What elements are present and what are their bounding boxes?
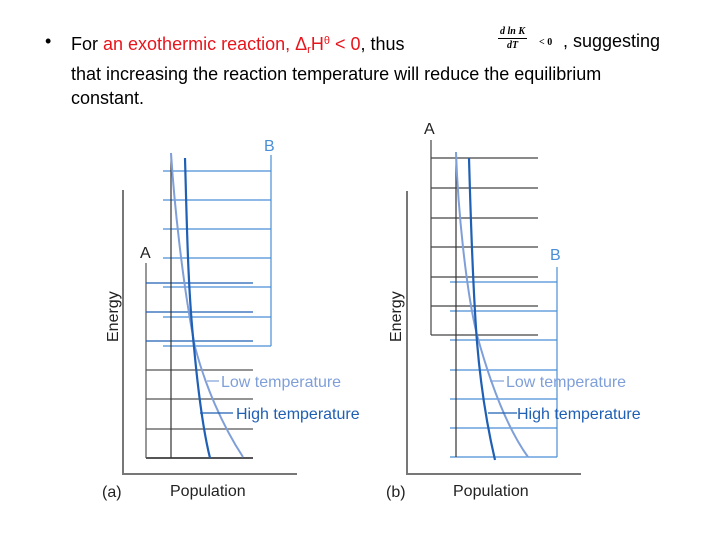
- population-axis-label-a: Population: [170, 483, 246, 500]
- panel-b: Low temperature High temperature A B Ene…: [386, 121, 641, 501]
- low-temp-label-b: Low temperature: [506, 374, 626, 391]
- axes-a: [122, 190, 297, 475]
- high-temp-label-b: High temperature: [517, 406, 641, 423]
- label-b-b: B: [550, 247, 561, 264]
- exothermic-phrase: an exothermic reaction, ΔrHθ < 0: [103, 34, 361, 56]
- ladder-a-b: [430, 140, 538, 336]
- axes-b: [406, 191, 581, 475]
- text-thus: , thus: [360, 34, 405, 54]
- bullet: •: [45, 31, 52, 51]
- low-temp-label-a: Low temperature: [221, 374, 341, 391]
- high-temp-curve-b: [467, 157, 497, 461]
- ladder-b-b: [450, 267, 558, 458]
- text-line3: constant.: [71, 88, 145, 108]
- population-axis-label-b: Population: [453, 483, 529, 500]
- label-a-b: A: [424, 121, 435, 138]
- text-prefix: For: [71, 34, 104, 54]
- low-temp-curve-a: [170, 152, 244, 458]
- text-line2: that increasing the reaction temperature…: [71, 64, 602, 84]
- energy-axis-label-b: Energy: [388, 291, 405, 342]
- panel-tag-a: (a): [102, 484, 122, 501]
- high-temp-curve-a: [183, 157, 212, 459]
- ladder-b-a: [163, 155, 272, 347]
- panel-tag-b: (b): [386, 484, 406, 501]
- text-suggesting: , suggesting: [563, 31, 661, 51]
- label-b-a: B: [264, 138, 275, 155]
- formula-relation: < 0: [539, 37, 553, 48]
- high-temp-label-a: High temperature: [236, 406, 360, 423]
- panel-a: Low temperature High temperature B A Ene…: [102, 138, 360, 501]
- label-a-a: A: [140, 245, 151, 262]
- energy-axis-label-a: Energy: [105, 291, 122, 342]
